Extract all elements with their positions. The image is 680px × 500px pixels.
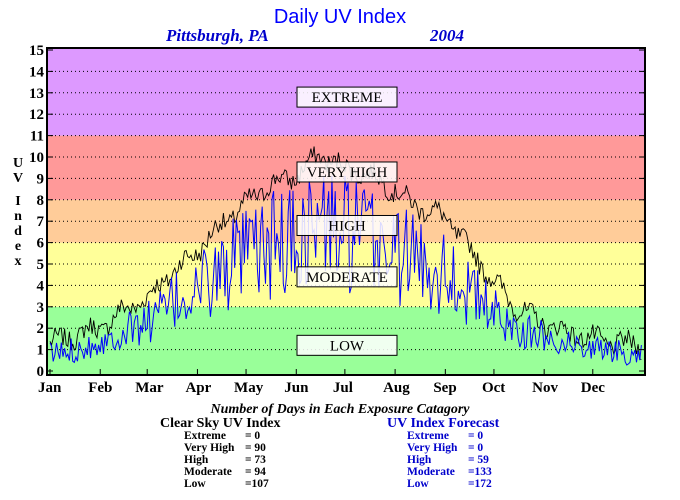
stats-row-value: =107 <box>245 478 269 490</box>
stats-row-value: = 0 <box>468 430 483 442</box>
chart-title: Daily UV Index <box>274 6 406 28</box>
x-tick-label: Jul <box>333 380 353 396</box>
y-tick-label: 6 <box>37 236 45 252</box>
stats-row-value: = 73 <box>245 454 266 466</box>
y-tick-label: 8 <box>37 193 45 209</box>
x-tick-label: Jan <box>38 380 62 396</box>
x-tick-label: Apr <box>185 380 211 396</box>
forecast-stats: Extreme = 0 Very High = 0 High = 59 Moderate =1… <box>407 430 492 490</box>
y-tick-label: 15 <box>29 43 44 59</box>
plot-frame <box>46 47 646 376</box>
y-tick-label: 14 <box>29 64 45 80</box>
y-tick-label: 7 <box>37 214 45 230</box>
x-tick-label: Oct <box>482 380 505 396</box>
band-label-box <box>296 86 398 108</box>
series-line-forecast <box>49 175 642 366</box>
y-axis-label-char: d <box>14 224 22 239</box>
band-label-box <box>296 266 398 288</box>
forecast-heading: UV Index Forecast <box>387 416 500 431</box>
stats-row-label: Very High <box>184 442 235 454</box>
x-tick-label: Sep <box>433 380 456 396</box>
band-label-text: EXTREME <box>312 90 383 106</box>
x-axis-ticks: Jan Feb Mar Apr May Jun Jul Aug Sep Oct Nov Dec <box>38 369 605 396</box>
y-tick-label: 11 <box>30 129 44 145</box>
stats-row-label: High <box>184 454 209 466</box>
chart-location: Pittsburgh, PA <box>165 26 269 45</box>
y-tick-label: 5 <box>37 257 45 273</box>
band-label-box <box>296 334 398 356</box>
stats-row-value: = 0 <box>245 430 260 442</box>
stats-row-label: Moderate <box>184 466 232 478</box>
y-axis-label-char: V <box>13 171 23 186</box>
y-tick-label: 1 <box>37 343 45 359</box>
stats-row-label: High <box>407 454 432 466</box>
stats-row-label: Low <box>184 478 206 490</box>
y-tick-label: 9 <box>37 171 45 187</box>
stats-row-label: Very High <box>407 442 458 454</box>
stats-row-value: =133 <box>468 466 492 478</box>
stats-row-label: Extreme <box>184 430 226 442</box>
stats-caption: Number of Days in Each Exposure Catagory <box>209 402 470 417</box>
band-labels: LOW MODERATE HIGH VERY HIGH EXTREME <box>296 86 398 356</box>
band-label-box <box>296 161 398 183</box>
y-tick-label: 12 <box>29 107 44 123</box>
y-tick-label: 13 <box>29 86 44 102</box>
y-axis-label-char: I <box>15 194 20 209</box>
band-label-text: VERY HIGH <box>307 165 388 181</box>
stats-row-value: = 90 <box>245 442 266 454</box>
stats-row-value: = 59 <box>468 454 489 466</box>
y-tick-label: 2 <box>37 321 45 337</box>
stats-row-label: Low <box>407 478 429 490</box>
chart-year: 2004 <box>429 26 464 45</box>
stats-row-value: = 0 <box>468 442 483 454</box>
x-tick-label: Mar <box>135 380 164 396</box>
x-tick-label: Jun <box>284 380 309 396</box>
y-tick-label: 10 <box>29 150 44 166</box>
x-tick-label: May <box>234 380 264 396</box>
band-label-box <box>296 214 398 236</box>
y-tick-label: 3 <box>37 300 45 316</box>
band-label-text: MODERATE <box>306 270 388 286</box>
x-tick-label: Feb <box>88 380 112 396</box>
y-axis-label-char: n <box>14 209 22 224</box>
y-tick-label: 4 <box>37 278 45 294</box>
stats-row-label: Moderate <box>407 466 455 478</box>
band-label-text: LOW <box>330 338 365 354</box>
y-axis-label-char: x <box>15 254 22 269</box>
band-label-text: HIGH <box>328 218 366 234</box>
y-tick-label: 0 <box>37 364 45 380</box>
y-axis-label-char: U <box>13 156 23 171</box>
stats-row-value: =172 <box>468 478 492 490</box>
y-axis-label-char: e <box>15 239 21 254</box>
stats-row-value: = 94 <box>245 466 266 478</box>
x-tick-label: Aug <box>383 380 410 396</box>
stats-row-label: Extreme <box>407 430 449 442</box>
clear-sky-stats: Extreme = 0 Very High = 90 High = 73 Moderate =… <box>184 430 269 490</box>
x-tick-label: Dec <box>581 380 605 396</box>
clear-sky-heading: Clear Sky UV Index <box>160 416 280 431</box>
x-tick-label: Nov <box>532 380 558 396</box>
